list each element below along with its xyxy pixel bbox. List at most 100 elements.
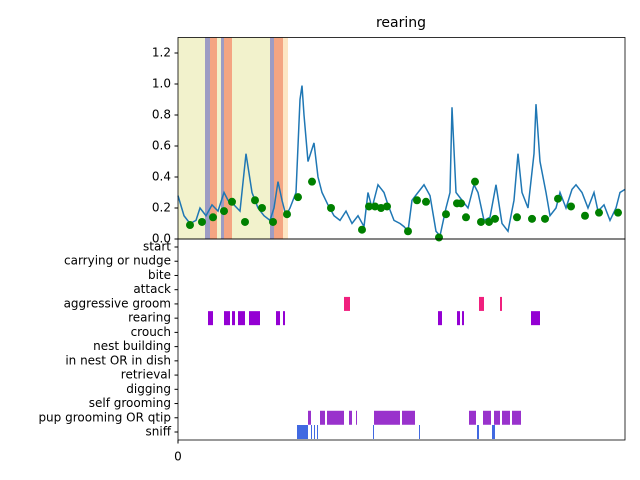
row-label: carrying or nudge <box>64 254 171 268</box>
shaded-span <box>178 37 205 239</box>
event-bar <box>224 311 230 326</box>
y-tick-label: 0.6 <box>152 139 171 153</box>
point <box>554 194 562 203</box>
point <box>413 196 421 205</box>
event-bar <box>249 311 260 326</box>
y-tick-label: 1.0 <box>152 77 171 91</box>
event-bar <box>232 311 235 326</box>
shaded-span <box>274 37 283 239</box>
point <box>513 213 521 222</box>
row-label: aggressive groom <box>64 296 171 310</box>
event-bar <box>462 311 464 326</box>
event-bar <box>402 410 415 425</box>
point <box>241 217 249 226</box>
y-tick-label: 1.2 <box>152 46 171 60</box>
line <box>177 85 626 238</box>
event-bar <box>276 311 280 326</box>
y-tick-label: 0.8 <box>152 108 171 122</box>
point <box>251 196 259 205</box>
row-label: in nest OR in dish <box>65 353 171 367</box>
point <box>371 202 379 211</box>
point <box>462 213 470 222</box>
point <box>377 204 385 212</box>
row-label: bite <box>148 268 171 282</box>
row-label: sniff <box>146 425 172 439</box>
point <box>404 227 412 236</box>
event-bar <box>502 410 510 425</box>
point <box>220 207 228 216</box>
point <box>595 208 603 217</box>
y-tick-label: 0.0 <box>152 232 171 246</box>
event-bar <box>483 410 491 425</box>
row-label: pup grooming OR qtip <box>38 410 171 424</box>
point <box>528 214 536 223</box>
point <box>283 210 291 219</box>
y-tick-label: 0.4 <box>152 170 171 184</box>
event-bar <box>327 410 344 425</box>
event-bar <box>283 311 285 326</box>
point <box>365 202 373 211</box>
row-label: crouch <box>131 325 171 339</box>
event-bar <box>457 311 460 326</box>
event-bar <box>314 425 315 439</box>
point <box>435 233 443 242</box>
point <box>358 225 366 234</box>
point <box>258 204 266 212</box>
event-bar <box>373 425 374 439</box>
point <box>294 193 302 202</box>
point <box>422 197 430 206</box>
event-bar <box>374 410 400 425</box>
point <box>383 202 391 211</box>
shaded-span <box>217 37 221 239</box>
shaded-span <box>224 37 232 239</box>
point <box>491 214 499 223</box>
chart-title: rearing <box>376 15 426 31</box>
event-bar <box>349 410 352 425</box>
row-label: retrieval <box>121 368 171 382</box>
point <box>567 202 575 211</box>
point <box>269 217 277 226</box>
event-bar <box>320 410 325 425</box>
event-bar <box>238 311 245 326</box>
event-bar <box>512 410 521 425</box>
point <box>228 197 236 206</box>
point <box>541 214 549 223</box>
shaded-span <box>283 37 288 239</box>
event-bar <box>494 410 500 425</box>
x-tick-label: 0 <box>174 450 182 464</box>
point <box>614 208 622 217</box>
event-bar <box>469 410 476 425</box>
event-bar <box>308 410 311 425</box>
shaded-span <box>210 37 217 239</box>
event-bar <box>531 311 540 326</box>
point <box>477 217 485 226</box>
point <box>581 211 589 220</box>
event-bar <box>479 296 484 311</box>
point <box>327 204 335 212</box>
point <box>209 213 217 222</box>
row-label: nest building <box>93 339 171 353</box>
point <box>471 177 479 186</box>
event-bar <box>438 311 442 326</box>
event-bar <box>208 311 213 326</box>
axes-frame <box>177 238 626 441</box>
event-bar <box>500 296 502 311</box>
event-bar <box>311 425 312 439</box>
event-bar <box>492 425 495 439</box>
row-label: attack <box>133 282 171 296</box>
point <box>308 177 316 186</box>
event-bar <box>419 425 420 439</box>
event-bar <box>344 296 350 311</box>
row-label: rearing <box>128 311 171 325</box>
shaded-span <box>221 37 224 239</box>
row-label: digging <box>126 382 171 396</box>
point <box>198 217 206 226</box>
row-label: start <box>143 240 171 254</box>
point <box>442 210 450 219</box>
y-tick-label: 0.2 <box>152 201 171 215</box>
shaded-span <box>270 37 274 239</box>
event-bar <box>477 425 479 439</box>
shaded-span <box>205 37 210 239</box>
